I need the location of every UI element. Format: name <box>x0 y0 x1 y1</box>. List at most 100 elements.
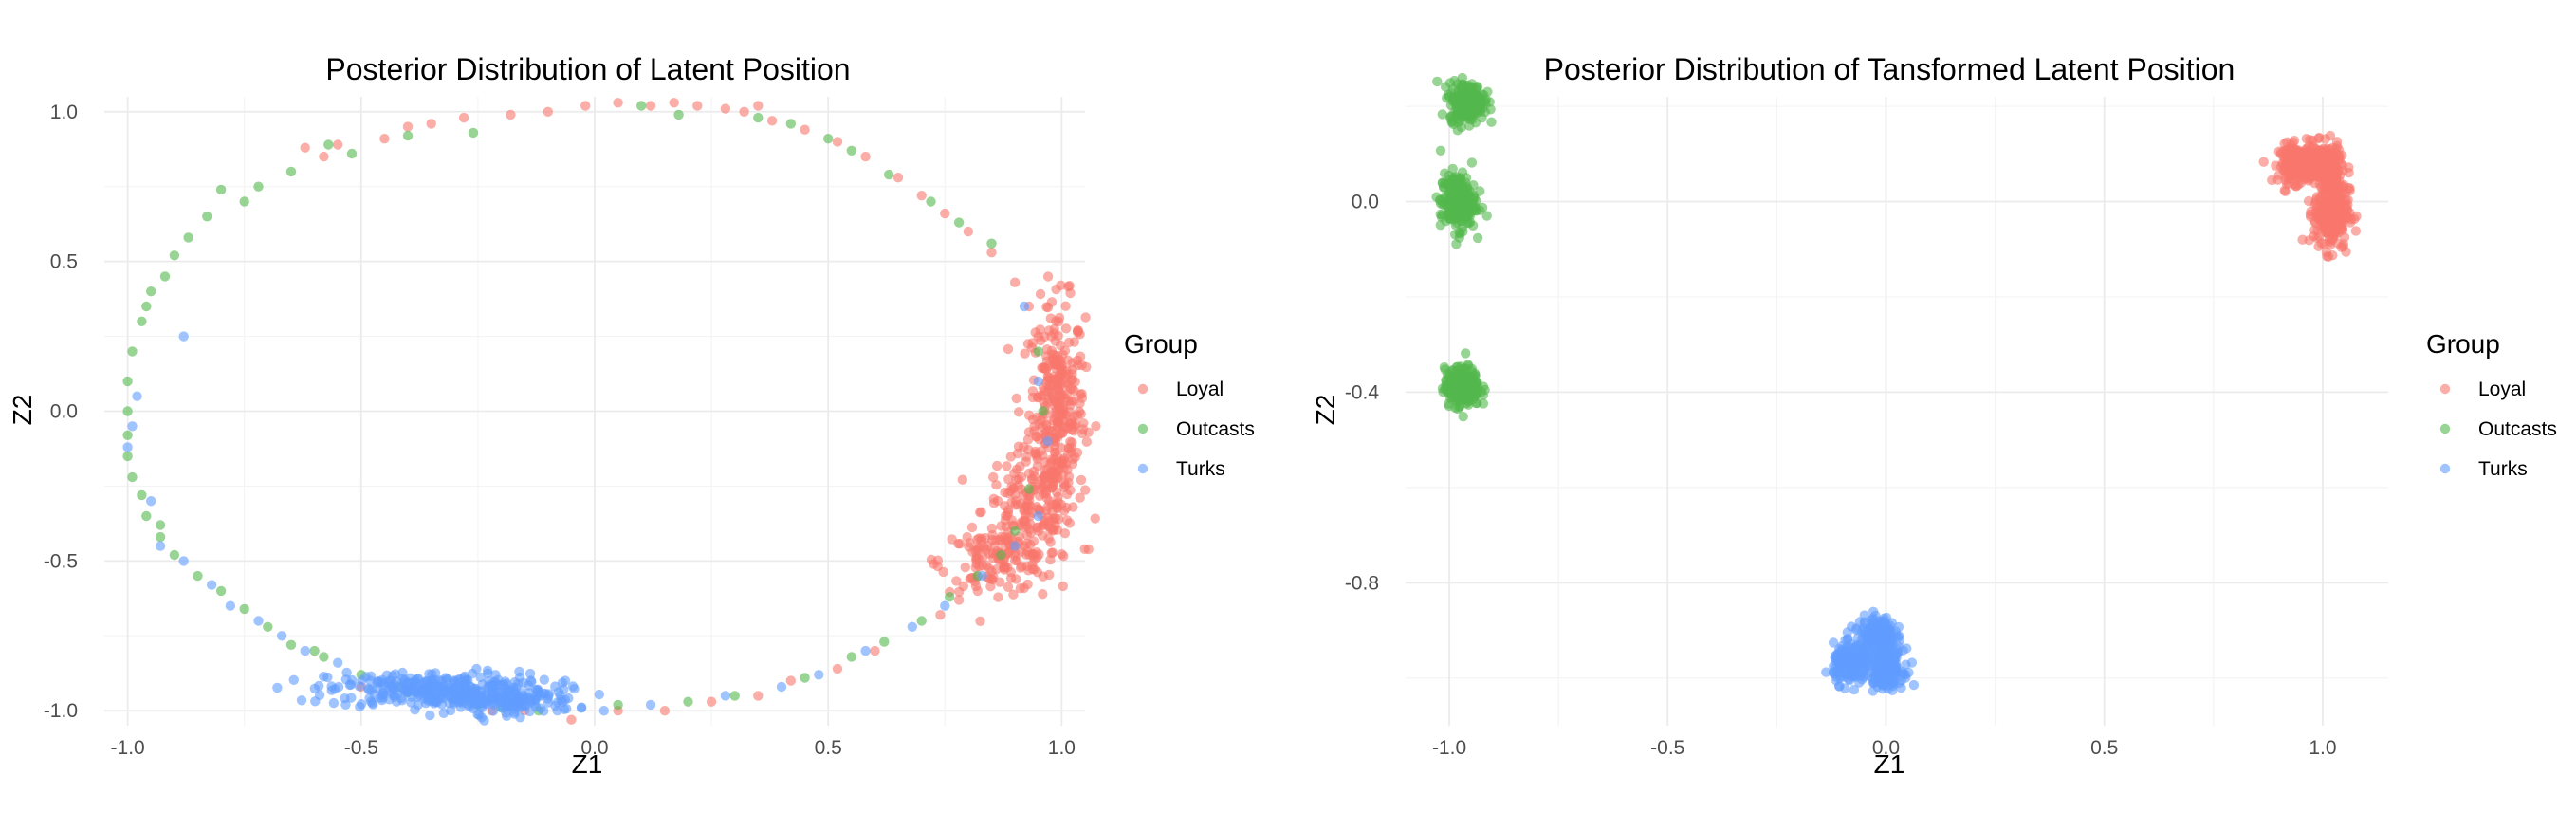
panel-left-x-tick-label: 0.0 <box>580 737 608 759</box>
panel-left-loyal-point <box>1010 500 1021 510</box>
panel-right-outcasts-point <box>1477 98 1487 109</box>
panel-right-loyal-point <box>2333 144 2345 155</box>
panel-left-loyal-point <box>965 573 975 584</box>
panel-right-loyal-point <box>2321 157 2331 168</box>
panel-left-loyal-point <box>566 714 577 725</box>
panel-right-turks-point <box>1887 685 1898 695</box>
panel-left-outcasts-point <box>636 101 647 111</box>
panel-left-turks-point <box>1042 435 1053 447</box>
panel-left-y-tick-label: -1.0 <box>44 700 78 722</box>
panel-right-loyal-point <box>2289 136 2300 146</box>
panel-right-outcasts-point <box>1477 202 1488 213</box>
panel-left-y-tick-label: 0.0 <box>50 401 78 423</box>
panel-left-turks-point <box>498 703 508 713</box>
panel-right-turks-point <box>1885 660 1896 671</box>
panel-left-loyal-point <box>988 471 999 483</box>
panel-left-loyal-point <box>753 691 764 701</box>
panel-left-outcasts-point <box>155 531 166 543</box>
panel-right-turks-point <box>1899 669 1909 679</box>
panel-left-turks-point <box>207 580 217 590</box>
panel-left-outcasts-point <box>215 184 227 195</box>
panel-left-turks-point <box>326 681 337 692</box>
panel-left-loyal-point <box>645 101 656 111</box>
panel-left-turks-point <box>860 645 871 656</box>
panel-left-points <box>122 98 1101 726</box>
panel-right-y-tick-label: -0.8 <box>1345 572 1379 594</box>
panel-left-loyal-point <box>402 121 414 132</box>
panel-right-outcasts-point <box>1450 230 1461 240</box>
panel-left-legend-key-outcasts <box>1137 423 1149 434</box>
panel-left-turks-point <box>907 621 917 632</box>
panel-left-loyal-point <box>964 542 974 552</box>
panel-right-loyal-point <box>2281 172 2291 182</box>
panel-left-loyal-point <box>832 663 843 674</box>
panel-left-loyal-point <box>860 151 871 162</box>
panel-left-outcasts-point <box>800 673 810 683</box>
panel-right-turks-point <box>1883 625 1894 636</box>
panel-left-loyal-point <box>1001 562 1011 572</box>
panel-left-loyal-point <box>1053 491 1063 503</box>
panel-left-turks-point <box>720 691 731 701</box>
panel-right-loyal-point <box>2325 240 2336 250</box>
panel-left-turks-point <box>487 687 498 697</box>
panel-left-outcasts-point <box>846 652 856 662</box>
panel-left-loyal-point <box>739 106 749 118</box>
panel-left-outcasts-point <box>319 652 329 662</box>
panel-left-turks-point <box>776 681 787 692</box>
panel-left-loyal-point <box>940 208 950 219</box>
panel-left-loyal-point <box>1058 462 1070 473</box>
panel-left-loyal-point <box>1063 471 1075 482</box>
panel-left-outcasts-point <box>285 166 297 177</box>
panel-right-outcasts-point <box>1467 205 1479 215</box>
panel-left-turks-point <box>557 696 568 708</box>
panel-left-loyal-point <box>1076 393 1088 403</box>
panel-left-loyal-point <box>1003 474 1014 485</box>
panel-left-loyal-point <box>1064 518 1076 528</box>
panel-right-turks-point <box>1893 621 1904 633</box>
panel-left-turks-point <box>377 674 388 685</box>
panel-left-loyal-point <box>543 106 553 118</box>
panel-left-outcasts-point <box>346 148 358 159</box>
panel-left-loyal-point <box>1090 513 1100 524</box>
panel-left-turks-point <box>520 699 530 710</box>
panel-left-turks-point <box>354 681 364 692</box>
panel-left-turks-point <box>452 681 463 692</box>
panel-left-turks-point <box>1009 541 1021 551</box>
panel-left-loyal-point <box>1011 393 1021 404</box>
panel-left: Posterior Distribution of Latent Positio… <box>8 52 1255 779</box>
panel-right-turks-point <box>1868 674 1878 684</box>
panel-left-loyal-point <box>1002 510 1013 521</box>
panel-right-turks-point <box>1842 634 1853 644</box>
panel-right-outcasts-point <box>1481 211 1492 221</box>
panel-left-loyal-point <box>957 474 967 485</box>
panel-left-outcasts-point <box>202 212 212 222</box>
panel-left-loyal-point <box>1081 436 1093 447</box>
panel-right-turks-point <box>1896 682 1906 693</box>
panel-left-turks-point <box>1033 510 1044 522</box>
panel-right-turks-point <box>1828 667 1839 678</box>
panel-left-outcasts-point <box>122 430 133 440</box>
panel-left-turks-point <box>132 391 142 401</box>
panel-left-loyal-point <box>800 124 810 135</box>
panel-left-turks-point <box>476 712 487 723</box>
panel-left-loyal-point <box>1031 432 1041 442</box>
panel-left-loyal-point <box>870 645 880 656</box>
panel-left-turks-point <box>576 703 587 713</box>
panel-right-outcasts-point <box>1467 220 1479 231</box>
panel-left-loyal-point <box>1049 328 1059 339</box>
panel-left-turks-point <box>494 688 505 698</box>
panel-left-turks-point <box>411 686 421 696</box>
panel-right-outcasts-point <box>1466 157 1478 168</box>
panel-left-turks-point <box>539 706 549 716</box>
panel-right-loyal-point <box>2280 186 2291 196</box>
panel-left-turks-point <box>300 645 310 656</box>
panel-left-turks-point <box>425 710 435 721</box>
panel-left-x-tick-label: -0.5 <box>344 737 378 759</box>
panel-left-outcasts-point <box>1023 484 1035 494</box>
panel-right-turks-point <box>1847 670 1858 680</box>
panel-right-outcasts-point <box>1448 183 1460 194</box>
panel-left-turks-point <box>1033 376 1044 387</box>
panel-right-legend-key-outcasts <box>2439 423 2451 434</box>
panel-right-outcasts-point <box>1432 76 1443 87</box>
